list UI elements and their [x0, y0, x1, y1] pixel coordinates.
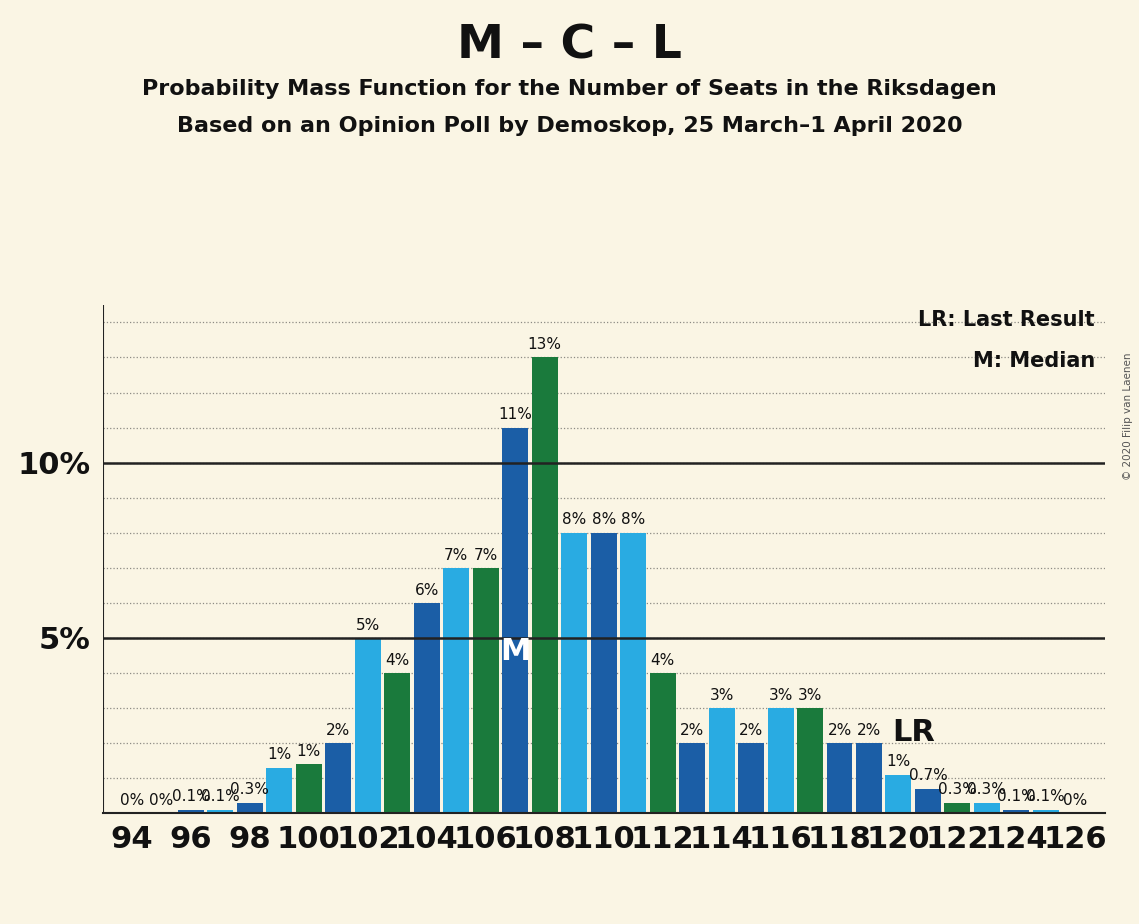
Bar [797, 708, 823, 813]
Bar [267, 768, 293, 813]
Bar [502, 428, 528, 813]
Text: 7%: 7% [474, 548, 498, 563]
Bar [768, 708, 794, 813]
Bar [708, 708, 735, 813]
Text: © 2020 Filip van Laenen: © 2020 Filip van Laenen [1123, 352, 1133, 480]
Bar [679, 743, 705, 813]
Text: 2%: 2% [326, 723, 351, 737]
Text: 0.1%: 0.1% [202, 789, 240, 805]
Text: 7%: 7% [444, 548, 468, 563]
Bar [296, 764, 322, 813]
Bar [915, 788, 941, 813]
Text: LR: LR [892, 718, 935, 747]
Text: 0.1%: 0.1% [172, 789, 211, 805]
Bar [384, 673, 410, 813]
Text: 2%: 2% [680, 723, 704, 737]
Text: 1%: 1% [297, 744, 321, 759]
Bar [649, 673, 675, 813]
Bar [1003, 809, 1030, 813]
Bar [827, 743, 852, 813]
Text: 8%: 8% [562, 513, 587, 528]
Text: 1%: 1% [268, 748, 292, 762]
Text: 6%: 6% [415, 582, 439, 598]
Text: 0.3%: 0.3% [939, 783, 977, 797]
Bar [532, 358, 558, 813]
Text: 0%: 0% [1063, 793, 1088, 808]
Text: 13%: 13% [527, 337, 562, 352]
Bar [473, 567, 499, 813]
Bar [738, 743, 764, 813]
Bar [944, 803, 970, 813]
Bar [1033, 809, 1059, 813]
Text: 2%: 2% [857, 723, 882, 737]
Text: Based on an Opinion Poll by Demoskop, 25 March–1 April 2020: Based on an Opinion Poll by Demoskop, 25… [177, 116, 962, 136]
Text: 0.3%: 0.3% [967, 783, 1007, 797]
Text: 2%: 2% [827, 723, 852, 737]
Bar [326, 743, 351, 813]
Text: 5%: 5% [355, 617, 380, 633]
Bar [857, 743, 882, 813]
Text: 0.1%: 0.1% [1026, 789, 1065, 805]
Text: 0.1%: 0.1% [997, 789, 1035, 805]
Text: M: M [500, 637, 531, 665]
Text: 0.3%: 0.3% [230, 783, 269, 797]
Text: M: Median: M: Median [973, 350, 1095, 371]
Text: 11%: 11% [498, 407, 532, 422]
Bar [591, 533, 616, 813]
Bar [178, 809, 204, 813]
Bar [355, 638, 380, 813]
Text: 2%: 2% [739, 723, 763, 737]
Text: 8%: 8% [591, 513, 616, 528]
Text: 4%: 4% [650, 652, 674, 668]
Bar [562, 533, 588, 813]
Text: LR: Last Result: LR: Last Result [918, 310, 1095, 330]
Text: 4%: 4% [385, 652, 409, 668]
Text: 3%: 3% [797, 687, 822, 703]
Bar [207, 809, 233, 813]
Text: Probability Mass Function for the Number of Seats in the Riksdagen: Probability Mass Function for the Number… [142, 79, 997, 99]
Text: 0.7%: 0.7% [909, 769, 948, 784]
Bar [974, 803, 1000, 813]
Text: 0%: 0% [120, 793, 145, 808]
Text: M – C – L: M – C – L [457, 23, 682, 68]
Text: 3%: 3% [769, 687, 793, 703]
Text: 8%: 8% [621, 513, 646, 528]
Bar [413, 602, 440, 813]
Bar [237, 803, 263, 813]
Bar [885, 774, 911, 813]
Text: 3%: 3% [710, 687, 734, 703]
Text: 1%: 1% [886, 754, 910, 770]
Bar [443, 567, 469, 813]
Bar [620, 533, 646, 813]
Text: 0%: 0% [149, 793, 173, 808]
